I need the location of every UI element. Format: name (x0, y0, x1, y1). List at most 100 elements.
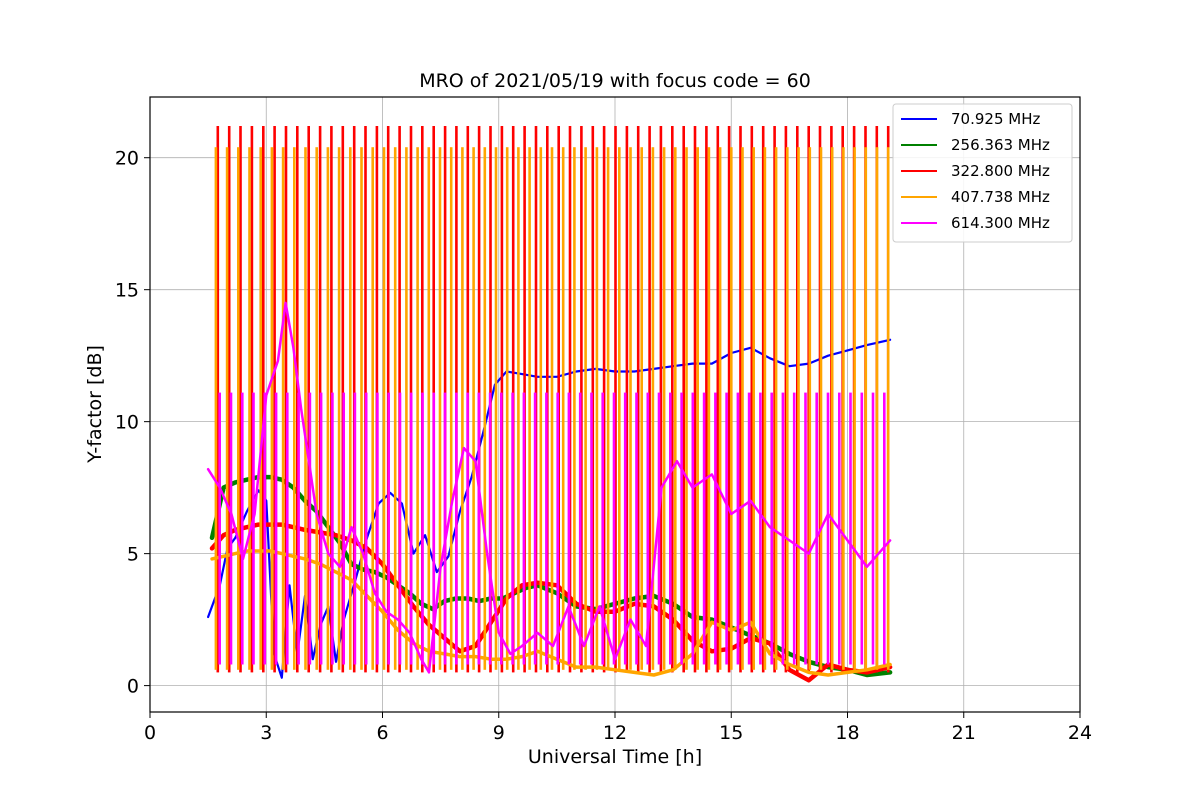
series-pulse (455, 392, 458, 665)
series-pulse (550, 147, 554, 670)
x-axis-label: Universal Time [h] (528, 746, 702, 768)
series-pulse (727, 126, 731, 673)
series-pulse (623, 392, 627, 665)
series-pulse (786, 147, 789, 670)
series-pulse (752, 147, 755, 670)
legend: 70.925 MHz 256.363 MHz 322.800 MHz 407.738 … (892, 103, 1073, 243)
series-pulse (680, 392, 683, 665)
series-pulse (761, 126, 765, 673)
series-pulse (674, 147, 677, 670)
series-pulse (578, 392, 582, 665)
x-tick-label: 0 (144, 722, 156, 744)
series-pulse (545, 392, 548, 665)
series-pulse (808, 147, 812, 670)
series-pulse (662, 147, 666, 670)
series-pulse (528, 147, 531, 670)
y-axis-label: Y-factor [dB] (84, 345, 106, 464)
series-pulse (522, 392, 526, 665)
series-pulse (556, 392, 559, 665)
series-pulse (500, 392, 503, 665)
series-pulse (685, 147, 688, 670)
series-pulse (651, 147, 655, 670)
series-pulse (640, 147, 643, 670)
legend-label: 407.738 MHz (951, 188, 1050, 206)
series-pulse (659, 126, 663, 673)
series-pulse (488, 392, 492, 665)
series-pulse (741, 147, 744, 670)
series-pulse (443, 392, 447, 665)
series-pulse (736, 392, 740, 665)
series-pulse (702, 392, 706, 665)
series-pulse (606, 147, 610, 670)
series-pulse (601, 392, 604, 665)
y-axis-ticks: 0 5 10 15 20 (115, 148, 150, 698)
series-pulse (826, 392, 830, 665)
series-pulse (864, 147, 868, 670)
series-pulse (774, 147, 778, 670)
series-pulse (573, 147, 576, 670)
series-pulse (533, 392, 537, 665)
series-pulse (387, 392, 390, 665)
series-pulse (252, 392, 255, 665)
series-pulse (625, 126, 629, 673)
series-pulse (842, 147, 845, 670)
series-pulse (472, 147, 475, 670)
series-pulse (297, 392, 300, 665)
series-pulse (612, 392, 616, 665)
series-pulse (730, 147, 733, 670)
series-pulse (376, 392, 379, 665)
series-4 (206, 301, 892, 674)
y-tick-label: 5 (127, 544, 139, 566)
series-pulse (618, 147, 621, 670)
x-tick-label: 18 (835, 722, 859, 744)
series-pulse (750, 126, 754, 673)
x-axis-ticks: 0 3 6 9 12 15 18 21 24 (144, 712, 1092, 744)
series-pulse (505, 147, 509, 670)
series-pulse (636, 126, 640, 673)
y-tick-label: 20 (115, 148, 139, 170)
series-pulse (248, 147, 251, 670)
series-pulse (360, 147, 363, 670)
series-pulse (725, 392, 728, 665)
series-pulse (614, 126, 617, 673)
series-pulse (804, 392, 807, 665)
series-pulse (449, 147, 453, 670)
series-pulse (871, 392, 875, 665)
series-pulse (849, 392, 852, 665)
series-pulse (281, 147, 285, 670)
x-tick-label: 21 (952, 722, 976, 744)
series-pulse (883, 392, 886, 665)
series-pulse (477, 392, 481, 665)
series-pulse (286, 392, 289, 665)
series-pulse (304, 147, 307, 670)
legend-label: 322.800 MHz (951, 162, 1050, 180)
series-pulse (326, 147, 330, 670)
series-pulse (241, 392, 244, 665)
series-pulse (797, 147, 800, 670)
x-tick-label: 3 (260, 722, 272, 744)
legend-label: 256.363 MHz (951, 136, 1050, 154)
series-pulse (461, 147, 464, 670)
series-pulse (815, 392, 818, 665)
series-pulse (875, 147, 879, 670)
series-pulse (716, 126, 720, 673)
series-pulse (853, 147, 856, 670)
series-pulse (648, 126, 651, 673)
series-pulse (886, 147, 890, 670)
series-pulse (398, 392, 402, 665)
series-pulse (705, 126, 708, 673)
series-pulse (561, 147, 565, 670)
series-pulse (371, 147, 374, 670)
data-series (206, 126, 893, 683)
series-pulse (584, 147, 587, 670)
series-pulse (405, 147, 408, 670)
chart-title: MRO of 2021/05/19 with focus code = 60 (419, 70, 811, 92)
series-pulse (770, 392, 773, 665)
series-pulse (273, 126, 276, 673)
y-tick-label: 0 (127, 676, 139, 698)
series-pulse (567, 392, 571, 665)
series-pulse (693, 126, 697, 673)
series-pulse (595, 147, 599, 670)
series-pulse (494, 147, 498, 670)
